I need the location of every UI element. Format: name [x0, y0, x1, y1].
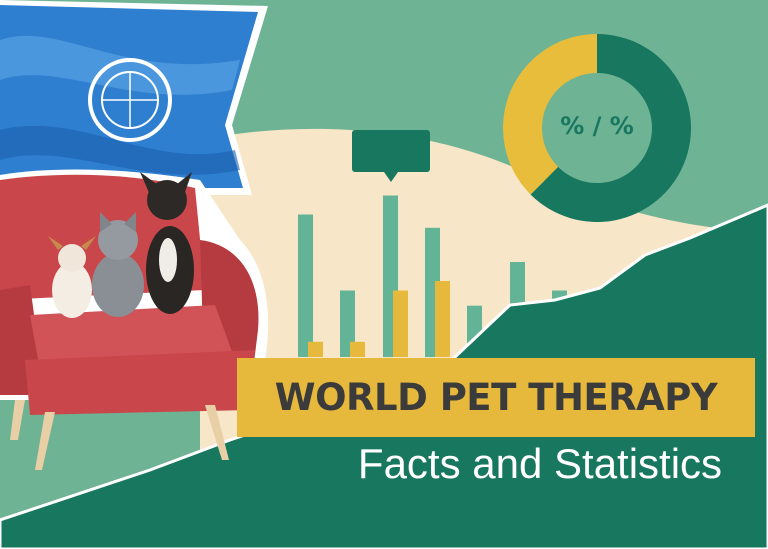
un-flag-emblem	[0, 0, 268, 195]
green-bar	[340, 290, 355, 357]
page-title: WORLD PET THERAPY	[274, 376, 718, 419]
donut-chart	[503, 34, 692, 223]
yellow-bar	[435, 281, 450, 357]
donut-segment	[530, 34, 692, 223]
yellow-bar	[350, 341, 365, 357]
yellow-bar	[308, 341, 323, 357]
yellow-bar	[393, 290, 408, 357]
chihuahua	[48, 236, 96, 318]
title-banner: WORLD PET THERAPY	[237, 358, 755, 437]
donut-segment	[503, 34, 597, 195]
donut-label: % / %	[560, 112, 634, 140]
speech-bubble-icon	[352, 130, 430, 182]
french-bulldog	[140, 172, 194, 314]
page-subtitle: Facts and Statistics	[357, 440, 723, 487]
green-bar	[298, 214, 313, 357]
kitten	[92, 212, 144, 317]
